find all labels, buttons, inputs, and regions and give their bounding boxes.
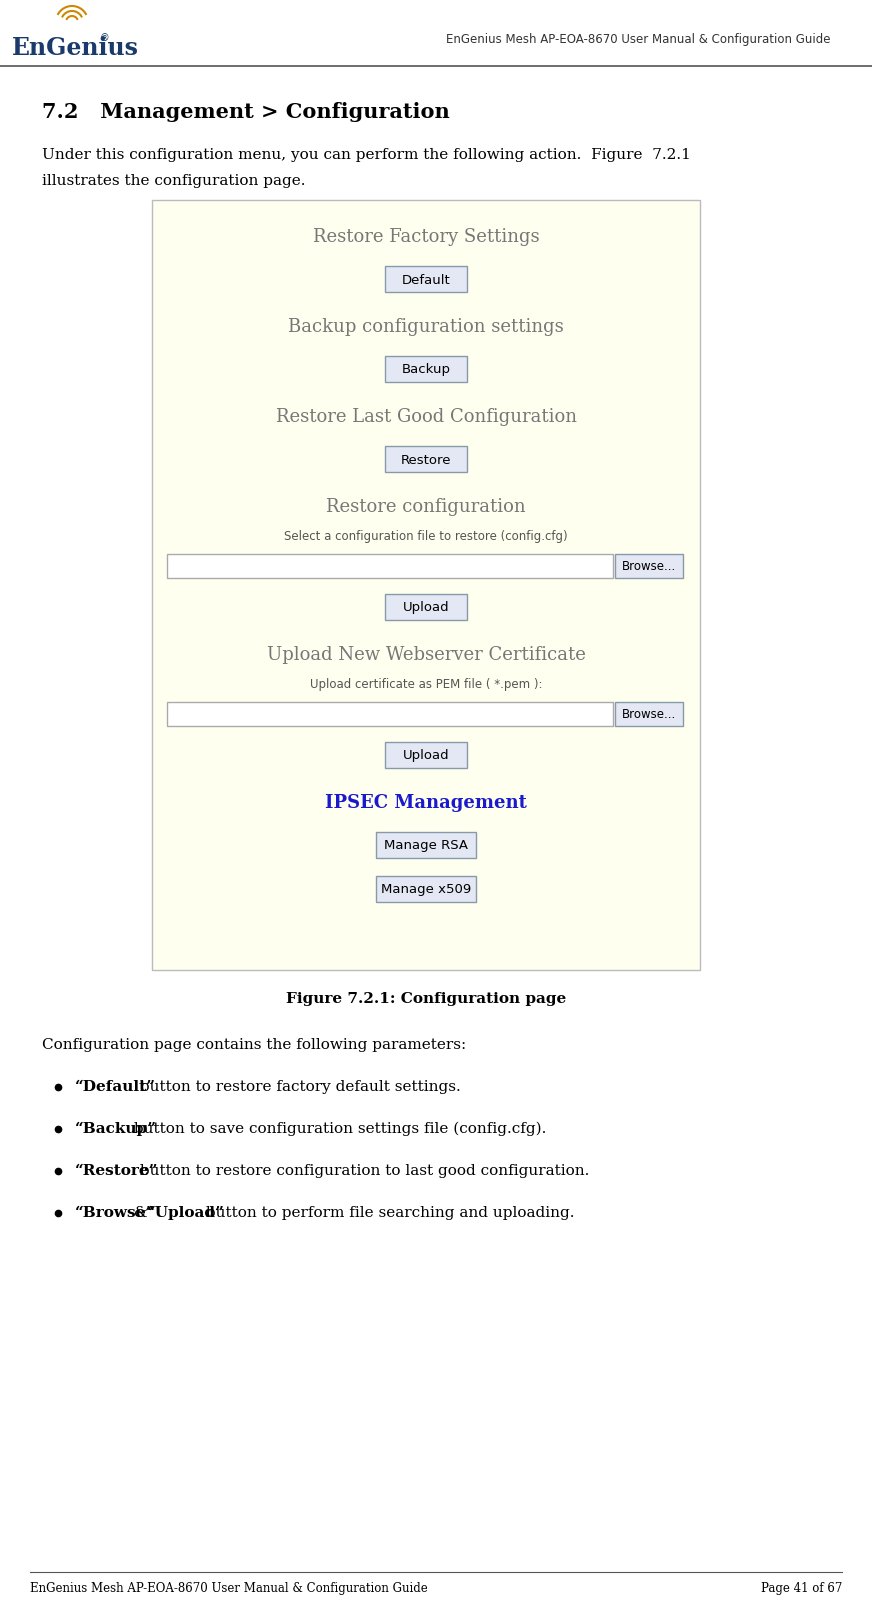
Text: IPSEC Management: IPSEC Management xyxy=(325,794,527,812)
Text: EnGenius Mesh AP-EOA-8670 User Manual & Configuration Guide: EnGenius Mesh AP-EOA-8670 User Manual & … xyxy=(446,34,830,47)
Text: EnGenius Mesh AP-EOA-8670 User Manual & Configuration Guide: EnGenius Mesh AP-EOA-8670 User Manual & … xyxy=(30,1582,428,1594)
Text: Restore: Restore xyxy=(401,454,451,467)
Text: Default: Default xyxy=(402,274,450,287)
Text: Restore Factory Settings: Restore Factory Settings xyxy=(313,228,539,245)
Bar xyxy=(376,832,476,858)
Bar xyxy=(615,703,683,727)
Text: “Restore”: “Restore” xyxy=(75,1165,159,1177)
Text: button to restore configuration to last good configuration.: button to restore configuration to last … xyxy=(135,1165,589,1177)
Text: Select a configuration file to restore (config.cfg): Select a configuration file to restore (… xyxy=(284,529,568,544)
Text: Manage x509: Manage x509 xyxy=(381,884,471,897)
Text: Under this configuration menu, you can perform the following action.  Figure  7.: Under this configuration menu, you can p… xyxy=(42,148,691,162)
Text: Upload New Webserver Certificate: Upload New Webserver Certificate xyxy=(267,646,585,664)
Text: “Upload”: “Upload” xyxy=(147,1206,225,1221)
Text: Browse...: Browse... xyxy=(622,709,676,722)
Bar xyxy=(152,200,700,970)
Text: Page 41 of 67: Page 41 of 67 xyxy=(760,1582,842,1594)
Bar xyxy=(615,553,683,577)
Text: “Browse”: “Browse” xyxy=(75,1206,155,1221)
Bar xyxy=(385,446,467,472)
Text: &: & xyxy=(128,1206,152,1221)
Text: Manage RSA: Manage RSA xyxy=(384,839,468,852)
Text: EnGenius: EnGenius xyxy=(12,35,139,59)
Text: “Default”: “Default” xyxy=(75,1079,156,1094)
Text: illustrates the configuration page.: illustrates the configuration page. xyxy=(42,173,305,188)
Text: 7.2   Management > Configuration: 7.2 Management > Configuration xyxy=(42,103,450,122)
Text: Upload: Upload xyxy=(403,749,449,762)
Text: “Backup”: “Backup” xyxy=(75,1123,157,1136)
Text: Backup configuration settings: Backup configuration settings xyxy=(288,318,564,335)
Bar xyxy=(385,593,467,621)
Bar xyxy=(376,876,476,901)
Text: Configuration page contains the following parameters:: Configuration page contains the followin… xyxy=(42,1038,467,1052)
Text: ®: ® xyxy=(100,34,110,43)
Bar xyxy=(167,553,613,577)
Text: button to save configuration settings file (config.cfg).: button to save configuration settings fi… xyxy=(128,1123,546,1136)
Text: Backup: Backup xyxy=(401,364,451,377)
Text: Browse...: Browse... xyxy=(622,560,676,574)
Bar xyxy=(385,356,467,382)
Bar xyxy=(385,266,467,292)
Text: button to perform file searching and uploading.: button to perform file searching and upl… xyxy=(201,1206,575,1221)
Text: button to restore factory default settings.: button to restore factory default settin… xyxy=(135,1079,461,1094)
Text: Upload certificate as PEM file ( *.pem ):: Upload certificate as PEM file ( *.pem )… xyxy=(310,678,542,691)
Text: Figure 7.2.1: Configuration page: Figure 7.2.1: Configuration page xyxy=(286,991,566,1006)
Bar xyxy=(167,703,613,727)
Text: Restore Last Good Configuration: Restore Last Good Configuration xyxy=(276,407,576,427)
Text: Upload: Upload xyxy=(403,602,449,614)
Text: Restore configuration: Restore configuration xyxy=(326,497,526,516)
Text: EnGenius: EnGenius xyxy=(212,828,675,913)
Bar xyxy=(385,743,467,768)
